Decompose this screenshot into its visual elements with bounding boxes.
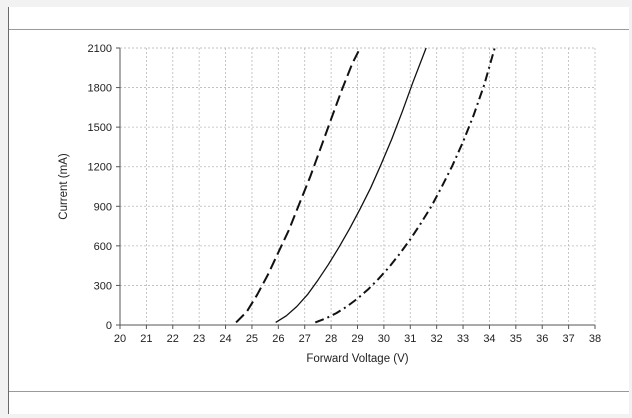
x-tick-label: 33 bbox=[457, 333, 469, 345]
x-tick-label: 31 bbox=[404, 333, 416, 345]
x-tick-label: 38 bbox=[589, 333, 601, 345]
x-tick-label: 30 bbox=[378, 333, 390, 345]
x-tick-label: 27 bbox=[299, 333, 311, 345]
x-tick-label: 35 bbox=[510, 333, 522, 345]
x-axis-label: Forward Voltage (V) bbox=[306, 353, 408, 365]
y-tick-label: 2100 bbox=[88, 43, 112, 55]
series-line-1-dashed bbox=[235, 47, 361, 324]
axes bbox=[116, 47, 596, 329]
x-tick-label: 25 bbox=[246, 333, 258, 345]
x-tick-label: 32 bbox=[431, 333, 443, 345]
y-axis-label: Current (mA) bbox=[58, 153, 70, 220]
series-line-3-dash-dot bbox=[314, 47, 496, 324]
y-tick-label: 1200 bbox=[88, 162, 112, 174]
bottom-divider bbox=[9, 391, 629, 392]
x-tick-label: 23 bbox=[193, 333, 205, 345]
x-tick-label: 34 bbox=[483, 333, 495, 345]
y-tick-label: 1500 bbox=[88, 122, 112, 134]
x-tick-label: 28 bbox=[325, 333, 337, 345]
x-tick-label: 20 bbox=[114, 333, 126, 345]
x-tick-label: 37 bbox=[562, 333, 574, 345]
grid bbox=[120, 47, 595, 325]
y-tick-label: 900 bbox=[94, 201, 112, 213]
x-tick-label: 22 bbox=[167, 333, 179, 345]
x-tick-label: 21 bbox=[140, 333, 152, 345]
chart-panel: 20 21 22 23 24 25 26 27 28 29 30 31 32 33 34 35 36 37 38 0… bbox=[8, 7, 629, 414]
top-divider bbox=[9, 29, 629, 30]
y-tick-label: 1800 bbox=[88, 83, 112, 95]
y-tick-label: 0 bbox=[106, 320, 112, 332]
y-tick-label: 300 bbox=[94, 280, 112, 292]
y-tick-labels: 0 300 600 900 1200 1500 1800 2100 bbox=[88, 43, 112, 332]
x-tick-label: 24 bbox=[219, 333, 231, 345]
x-tick-label: 26 bbox=[272, 333, 284, 345]
series-group bbox=[235, 47, 496, 324]
x-tick-labels: 20 21 22 23 24 25 26 27 28 29 30 31 32 33 34 35 36 37 38 bbox=[114, 333, 601, 345]
x-tick-label: 36 bbox=[536, 333, 548, 345]
x-tick-label: 29 bbox=[351, 333, 363, 345]
y-tick-label: 600 bbox=[94, 241, 112, 253]
forward-voltage-current-chart: 20 21 22 23 24 25 26 27 28 29 30 31 32 33 34 35 36 37 38 0… bbox=[58, 43, 601, 365]
series-line-2-solid bbox=[275, 47, 427, 323]
